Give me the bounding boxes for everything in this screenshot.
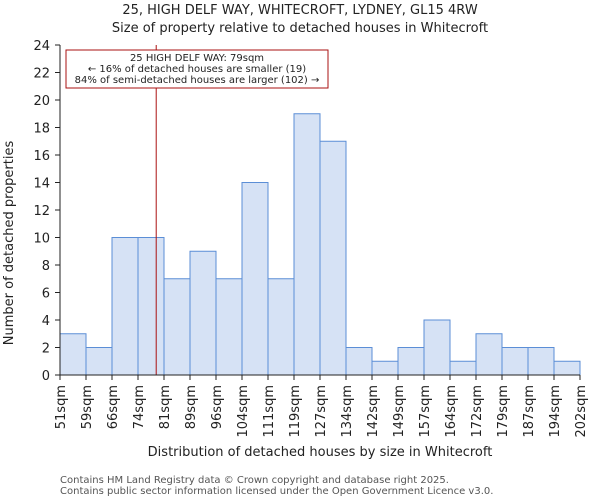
- x-tick-label: 187sqm: [522, 385, 537, 438]
- footer-line-2: Contains public sector information licen…: [60, 486, 493, 497]
- y-tick-label: 2: [42, 342, 50, 357]
- x-tick-label: 157sqm: [418, 385, 433, 438]
- annotation-line-3: 84% of semi-detached houses are larger (…: [75, 75, 320, 86]
- bar-194sqm: [553, 360, 581, 376]
- bar-142sqm: [371, 360, 399, 376]
- annotation-box: [65, 49, 329, 89]
- annotation-line-1: 25 HIGH DELF WAY: 79sqm: [130, 53, 264, 64]
- x-ticks: 51sqm 59sqm 66sqm 74sqm 81sqm 89sqm 96sqm 104sq…: [54, 375, 589, 438]
- x-tick-label: 51sqm: [54, 385, 69, 429]
- bar-59sqm: [85, 347, 113, 376]
- y-tick-label: 6: [42, 287, 50, 302]
- bar-164sqm: [449, 360, 477, 376]
- x-tick-label: 202sqm: [574, 385, 589, 438]
- bar-66sqm: [111, 237, 139, 376]
- x-tick-label: 142sqm: [366, 385, 381, 438]
- x-axis-label: Distribution of detached houses by size …: [148, 445, 493, 460]
- y-tick-label: 12: [33, 204, 50, 219]
- x-tick-label: 59sqm: [80, 385, 95, 429]
- y-tick-label: 0: [42, 369, 50, 384]
- bar-96sqm: [215, 278, 243, 376]
- bar-104sqm: [241, 182, 269, 376]
- bar-119sqm: [293, 113, 321, 376]
- y-tick-label: 10: [33, 232, 50, 247]
- x-tick-label: 164sqm: [444, 385, 459, 438]
- y-tick-label: 14: [33, 177, 50, 192]
- bar-51sqm: [59, 333, 87, 376]
- x-tick-label: 149sqm: [392, 385, 407, 438]
- x-tick-label: 119sqm: [288, 385, 303, 438]
- x-tick-label: 96sqm: [210, 385, 225, 429]
- y-tick-label: 8: [42, 259, 50, 274]
- y-tick-label: 20: [33, 94, 50, 109]
- y-tick-label: 4: [42, 314, 50, 329]
- y-tick-label: 16: [33, 149, 50, 164]
- bar-81sqm: [163, 278, 191, 376]
- y-tick-label: 24: [33, 39, 50, 54]
- bar-74sqm: [137, 237, 165, 376]
- bar-111sqm: [267, 278, 295, 376]
- x-tick-label: 74sqm: [132, 385, 147, 429]
- bars-group: [59, 113, 581, 376]
- y-tick-label: 18: [33, 122, 50, 137]
- x-tick-label: 104sqm: [236, 385, 251, 438]
- y-tick-label: 22: [33, 67, 50, 82]
- x-tick-label: 81sqm: [158, 385, 173, 429]
- x-tick-label: 127sqm: [314, 385, 329, 438]
- bar-157sqm: [423, 319, 451, 376]
- bar-149sqm: [397, 347, 425, 376]
- x-tick-label: 134sqm: [340, 385, 355, 438]
- bar-187sqm: [527, 347, 555, 376]
- y-axis-label: Number of detached properties: [2, 141, 17, 346]
- bar-179sqm: [501, 347, 529, 376]
- bar-134sqm: [345, 347, 373, 376]
- bar-127sqm: [319, 140, 347, 376]
- x-tick-label: 66sqm: [106, 385, 121, 429]
- annotation-line-2: ← 16% of detached houses are smaller (19…: [88, 64, 306, 75]
- bar-172sqm: [475, 333, 503, 376]
- x-tick-label: 111sqm: [262, 385, 277, 438]
- x-tick-label: 194sqm: [548, 385, 563, 438]
- bar-89sqm: [189, 250, 217, 376]
- marker-annotation: 25 HIGH DELF WAY: 79sqm ← 16% of detache…: [65, 49, 329, 89]
- chart-subtitle: Size of property relative to detached ho…: [112, 21, 488, 36]
- chart-title: 25, HIGH DELF WAY, WHITECROFT, LYDNEY, G…: [122, 3, 478, 18]
- footer-line-1: Contains HM Land Registry data © Crown c…: [60, 475, 449, 486]
- x-tick-label: 179sqm: [496, 385, 511, 438]
- x-tick-label: 89sqm: [184, 385, 199, 429]
- x-tick-label: 172sqm: [470, 385, 485, 438]
